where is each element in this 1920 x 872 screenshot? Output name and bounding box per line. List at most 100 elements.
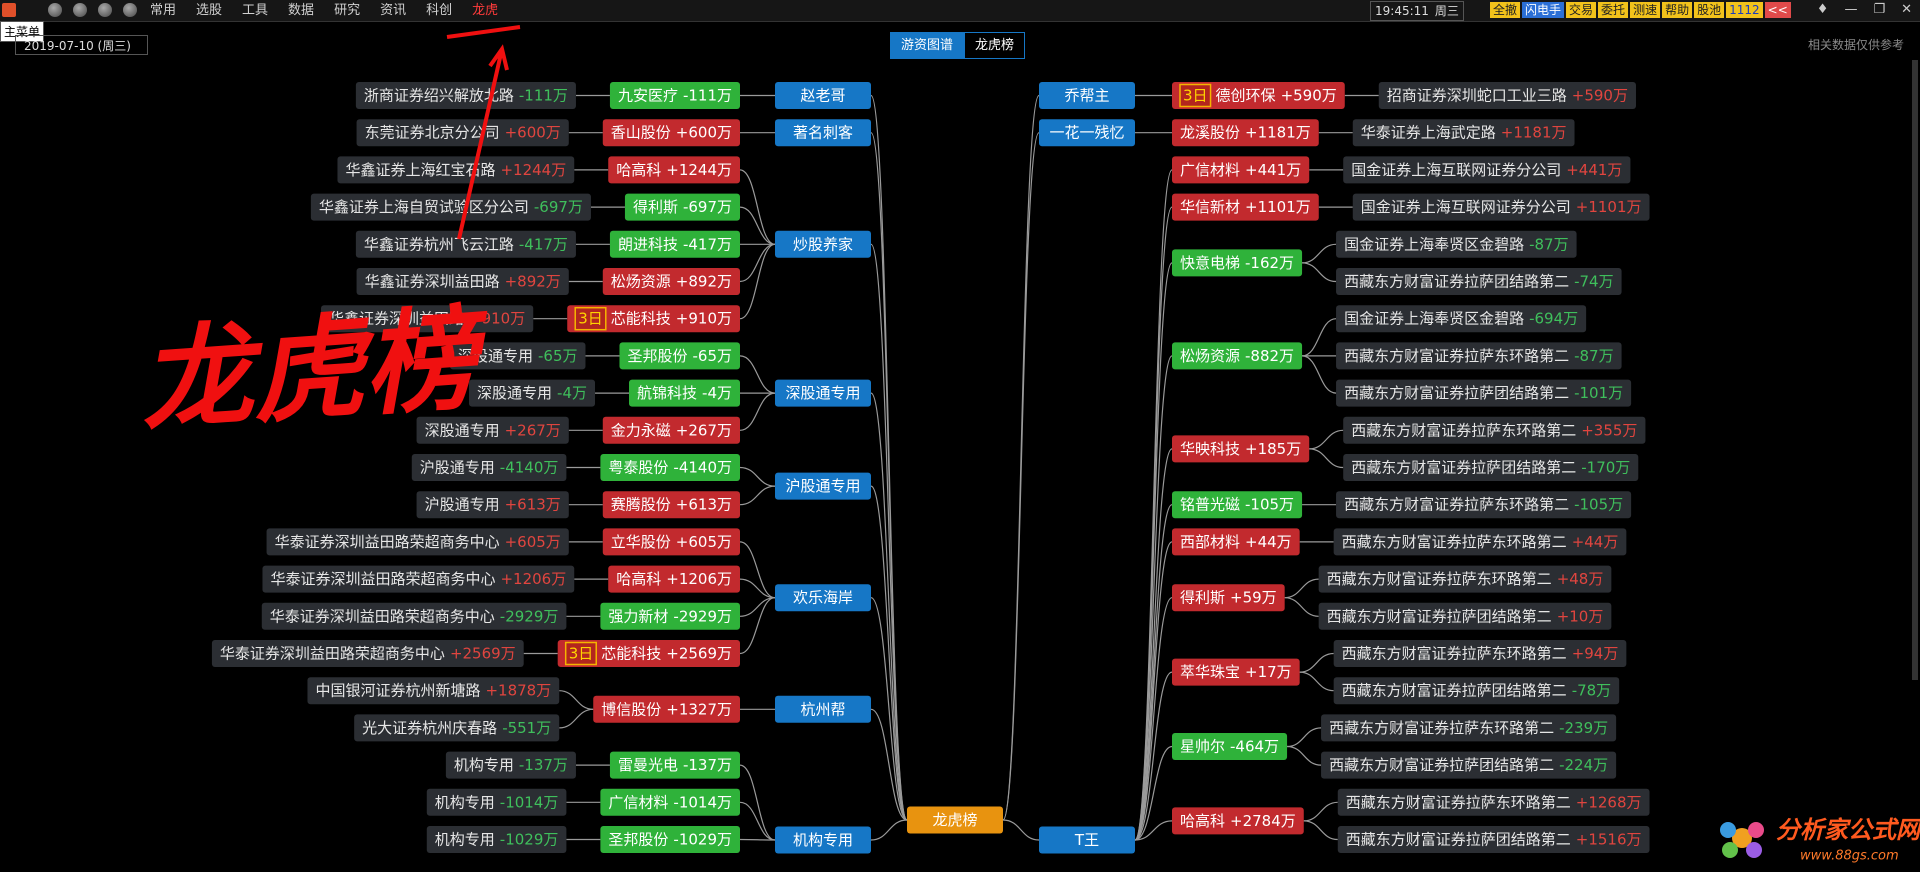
connector <box>1309 429 1344 450</box>
badge-box <box>1179 83 1212 108</box>
broker-box <box>1336 342 1622 370</box>
broker-box <box>445 751 576 779</box>
tab[interactable]: 龙虎榜 <box>964 32 1026 59</box>
toolbar-button[interactable]: 全撤 <box>1490 2 1521 18</box>
connector <box>739 597 776 617</box>
broker-change: -87万 <box>1529 235 1569 253</box>
disclaimer: 相关数据仅供参考 <box>1807 38 1904 52</box>
restore-button[interactable]: ❐ <box>1873 2 1886 17</box>
menu-item[interactable]: 常用 <box>150 3 177 18</box>
stock-content: 圣邦股份 -1029万 <box>608 831 732 849</box>
close-button[interactable]: ✕ <box>1901 2 1912 17</box>
broker-change: +441万 <box>1566 161 1622 179</box>
stock-content: 华映科技 +185万 <box>1180 440 1301 458</box>
broker-change: +267万 <box>505 421 561 439</box>
toolbar-button[interactable]: 帮助 <box>1662 2 1693 18</box>
stock: 华信新材 +1101万 <box>1172 193 1319 221</box>
broker-content: 西藏东方财富证券拉萨东环路第二 +44万 <box>1342 533 1619 551</box>
toolbar-button[interactable]: << <box>1764 2 1791 18</box>
group-name: 一花一残忆 <box>1049 124 1124 142</box>
window-icon[interactable] <box>73 3 87 17</box>
logo-petal <box>1720 822 1736 838</box>
connector <box>1134 262 1173 841</box>
window-icon[interactable] <box>98 3 112 17</box>
menu-item[interactable]: 工具 <box>242 3 269 18</box>
broker-name: 西藏东方财富证券拉萨团结路第二 <box>1327 607 1552 625</box>
weekday: 周三 <box>1434 4 1459 18</box>
broker-change: +355万 <box>1581 421 1637 439</box>
broker-name: 沪股通专用 <box>420 459 495 477</box>
stock-content: 铭普光磁 -105万 <box>1180 496 1294 514</box>
minimize-button[interactable]: — <box>1844 2 1858 17</box>
stock-name: 龙溪股份 <box>1180 124 1240 142</box>
broker-content: 西藏东方财富证券拉萨东环路第二 +355万 <box>1351 421 1637 439</box>
menu-item[interactable]: 资讯 <box>380 3 407 18</box>
stock-change: +267万 <box>676 421 732 439</box>
stock-box <box>602 416 740 444</box>
toolbar-button[interactable]: 闪电手 <box>1522 2 1565 18</box>
stock-name: 铭普光磁 <box>1180 496 1240 514</box>
connector <box>739 597 776 655</box>
skin-button[interactable]: ♦ <box>1816 2 1829 17</box>
connector <box>739 485 776 506</box>
broker-change: +1206万 <box>500 570 566 588</box>
broker-name: 华鑫证券杭州飞云江路 <box>364 235 514 253</box>
broker-content: 华泰证券深圳益田路荣超商务中心 +2569万 <box>220 645 516 663</box>
stock-content: 得利斯 -697万 <box>633 198 732 216</box>
stock-name: 哈高科 <box>616 570 661 588</box>
menu-item[interactable]: 龙虎 <box>472 3 499 18</box>
stock-change: -464万 <box>1230 738 1279 756</box>
stock-change: +600万 <box>676 124 732 142</box>
toolbar-button[interactable]: 1112 <box>1726 2 1763 18</box>
stock-name: 德创环保 <box>1216 87 1276 105</box>
stock-box <box>1172 156 1310 184</box>
broker-content: 机构专用 -1014万 <box>435 793 559 811</box>
broker-box <box>321 305 534 333</box>
date-picker[interactable]: 2019-07-10 (周三) <box>15 35 148 55</box>
connector <box>1134 597 1173 841</box>
stock: 强力新材 -2929万 <box>600 602 740 630</box>
connector <box>870 132 908 821</box>
toolbar: 全撤 闪电手 交易 委托 测速 帮助 股池 1112 << <box>1490 2 1791 18</box>
toolbar-button[interactable]: 交易 <box>1566 2 1597 18</box>
window-icon[interactable] <box>48 3 62 17</box>
window-icon[interactable] <box>123 3 137 17</box>
stock-content: 哈高科 +2784万 <box>1180 812 1296 830</box>
connector <box>739 392 776 431</box>
logo-petal <box>1722 842 1738 858</box>
scrollbar[interactable] <box>1912 60 1918 680</box>
broker: 西藏东方财富证券拉萨东环路第二 +94万 <box>1333 640 1627 667</box>
menu-item[interactable]: 数据 <box>288 3 315 18</box>
toolbar-button[interactable]: 测速 <box>1630 2 1661 18</box>
stock-content: 强力新材 -2929万 <box>608 607 732 625</box>
broker-box <box>426 826 567 853</box>
broker-name: 中国银河证券杭州新塘路 <box>315 682 480 700</box>
broker-content: 华泰证券上海武定路 +1181万 <box>1361 124 1567 142</box>
menu-item[interactable]: 科创 <box>426 3 453 18</box>
connector <box>1002 819 1040 841</box>
group-name: 深股通专用 <box>785 384 860 402</box>
stock-change: -882万 <box>1245 347 1294 365</box>
connector <box>870 819 908 841</box>
app-icon[interactable] <box>2 3 16 17</box>
toolbar-button[interactable]: 委托 <box>1598 2 1629 18</box>
broker-change: -170万 <box>1581 459 1630 477</box>
badge: 3日 <box>1183 87 1208 105</box>
toolbar-button[interactable]: 股池 <box>1694 2 1725 18</box>
broker: 国金证券上海互联网证券分公司 +1101万 <box>1352 193 1650 221</box>
stock: 萃华珠宝 +17万 <box>1172 658 1300 686</box>
root: 龙虎榜 <box>907 806 1003 834</box>
broker: 华鑫证券上海红宝石路 +1244万 <box>337 156 575 184</box>
stock-change: +613万 <box>676 496 732 514</box>
stock-name: 得利斯 <box>633 198 678 216</box>
broker-box <box>356 119 569 147</box>
stock-name: 圣邦股份 <box>608 831 668 849</box>
stock: 雷曼光电 -137万 <box>609 751 740 779</box>
broker-content: 西藏东方财富证券拉萨东环路第二 -239万 <box>1329 719 1608 737</box>
tab[interactable]: 游资图谱 <box>890 32 965 59</box>
broker: 华鑫证券上海自贸试验区分公司 -697万 <box>310 193 591 221</box>
menu-item[interactable]: 研究 <box>334 3 361 18</box>
stock-box <box>609 82 740 109</box>
connector <box>1301 318 1337 357</box>
menu-item[interactable]: 选股 <box>196 3 223 18</box>
